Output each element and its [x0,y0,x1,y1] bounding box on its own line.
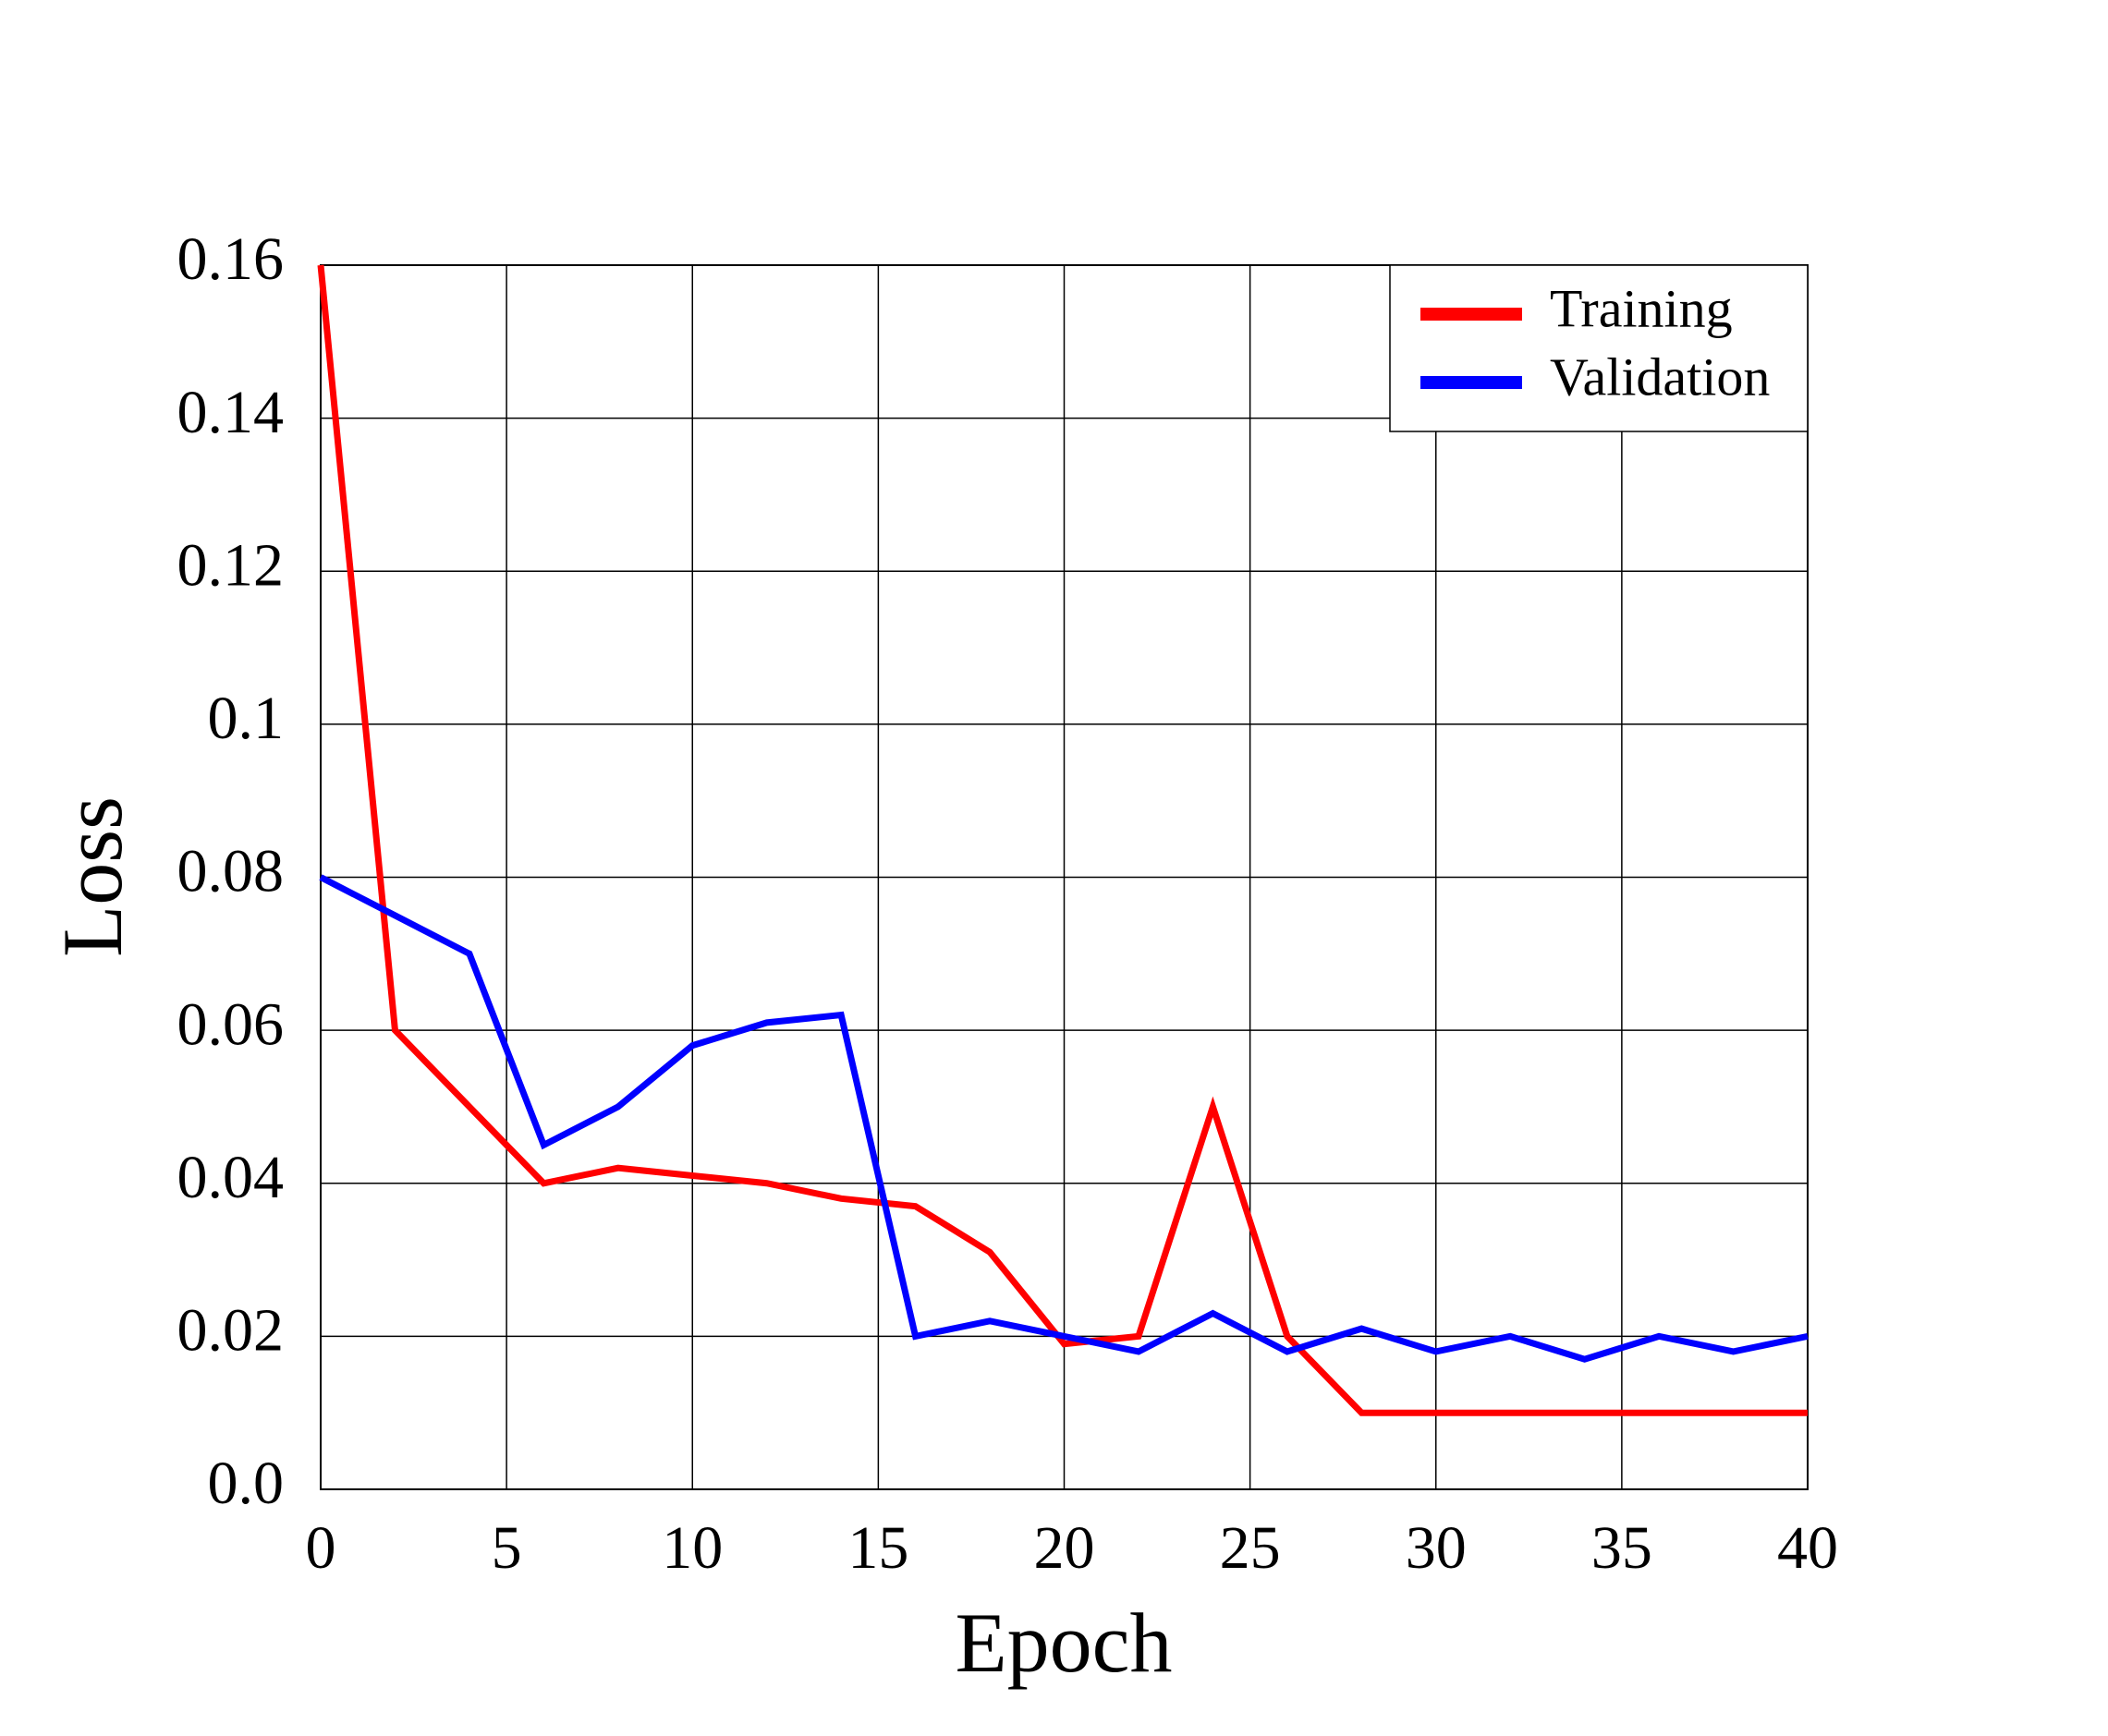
x-tick-label: 35 [1591,1514,1652,1582]
y-tick-label: 0.0 [208,1450,285,1517]
x-tick-label: 25 [1220,1514,1281,1582]
y-tick-label: 0.08 [177,838,285,905]
x-tick-label: 15 [847,1514,908,1582]
series-line [319,874,1809,1363]
x-tick-label: 30 [1406,1514,1467,1582]
x-tick-label: 10 [662,1514,723,1582]
x-tick-label: 0 [306,1514,336,1582]
y-tick-label: 0.1 [208,685,285,752]
x-tick-label: 20 [1034,1514,1095,1582]
y-tick-label: 0.04 [177,1144,285,1211]
x-tick-label: 5 [492,1514,522,1582]
y-tick-label: 0.14 [177,379,285,446]
legend-label: Validation [1550,346,1770,407]
legend: Training Validation [1389,264,1809,432]
y-axis-label: Loss [45,796,140,957]
y-tick-label: 0.12 [177,531,285,599]
x-tick-label: 40 [1777,1514,1838,1582]
legend-box [1389,264,1809,432]
y-tick-label: 0.16 [177,225,285,293]
y-tick-label: 0.06 [177,990,285,1058]
legend-label: Training [1550,278,1733,338]
y-tick-label: 0.02 [177,1297,285,1365]
series-line [317,264,1808,1416]
x-axis-label: Epoch [955,1596,1172,1690]
